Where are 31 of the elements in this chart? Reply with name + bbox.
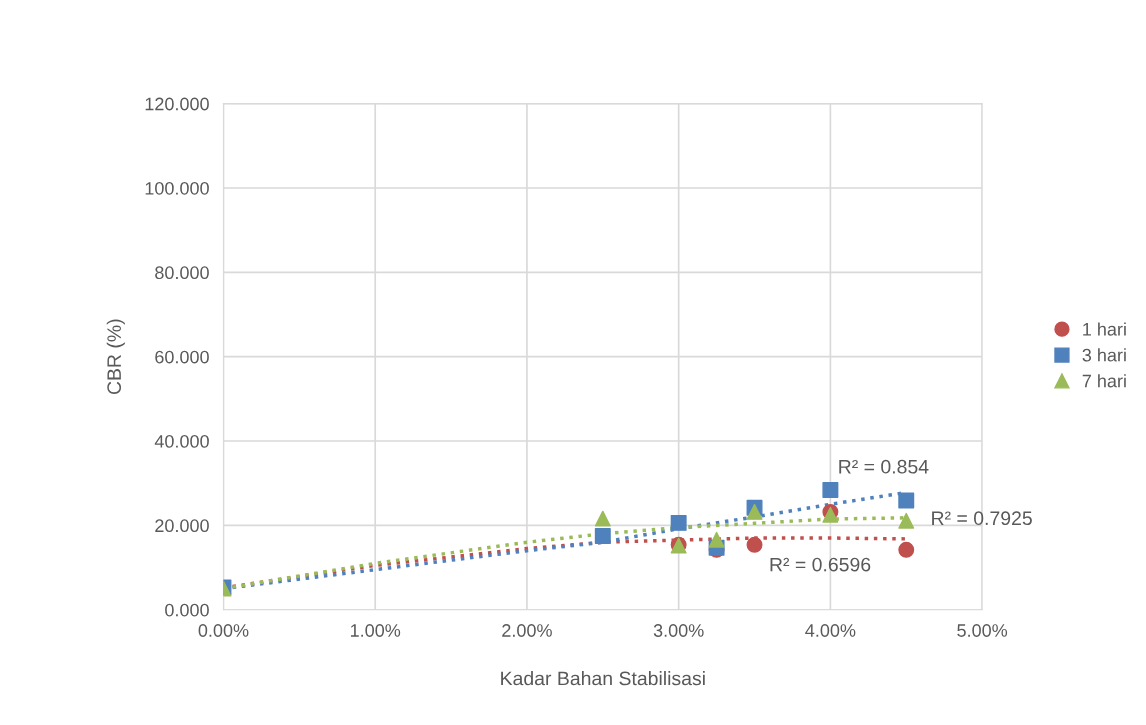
x-tick-label: 5.00%: [957, 624, 1008, 637]
annotation: R² = 0.7925: [932, 511, 1032, 526]
point: [898, 492, 915, 509]
y-tick-label: 100.000: [145, 181, 209, 195]
x-tick-label: 1.00%: [350, 624, 401, 637]
point: [746, 503, 763, 520]
y-tick-label: 60.000: [155, 350, 209, 364]
point: [670, 514, 687, 531]
annotation: R² = 0.854: [839, 459, 929, 474]
point: [708, 531, 725, 548]
annotation: R² = 0.6596: [770, 557, 871, 572]
point: [594, 527, 611, 544]
point: [822, 481, 839, 498]
y-tick-label: 120.000: [145, 97, 209, 111]
x-tick-label: 4.00%: [805, 624, 856, 637]
y-axis-title: CBR (%): [106, 319, 125, 395]
legend-label: 1 hari: [1083, 322, 1126, 336]
point: [594, 510, 611, 527]
y-tick-label: 80.000: [155, 266, 209, 280]
x-tick-label: 3.00%: [653, 624, 704, 637]
point: [898, 541, 915, 558]
x-tick-label: 0.00%: [198, 624, 249, 637]
y-tick-label: 0.000: [165, 603, 209, 617]
x-tick-label: 2.00%: [502, 624, 552, 637]
x-axis-title: Kadar Bahan Stabilisasi: [501, 671, 705, 686]
y-tick-label: 40.000: [154, 434, 209, 448]
point: [746, 536, 763, 553]
point: [898, 512, 915, 529]
legend-label: 7 hari: [1082, 374, 1126, 388]
y-tick-label: 20.000: [155, 519, 209, 533]
legend-label: 3 hari: [1082, 348, 1126, 362]
